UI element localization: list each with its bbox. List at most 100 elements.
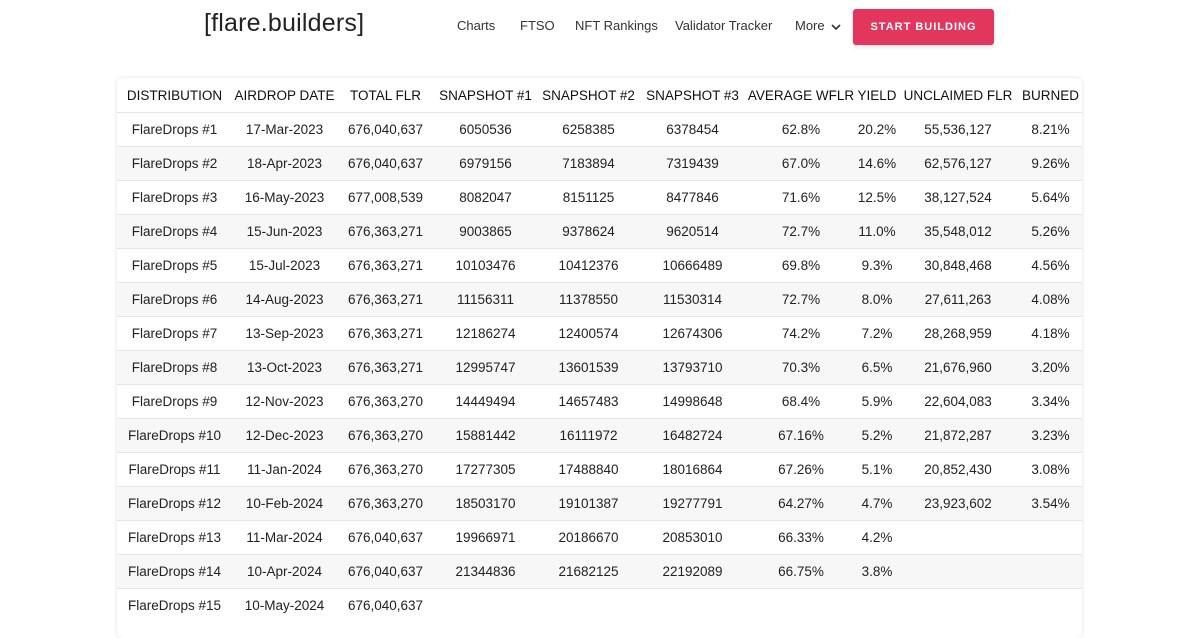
column-header-burned: BURNED bbox=[1021, 87, 1079, 103]
cell-snapshot-3 bbox=[640, 588, 745, 622]
start-building-button[interactable]: START BUILDING bbox=[853, 9, 994, 45]
cell-total-flr: 676,040,637 bbox=[337, 588, 434, 622]
cell-distribution: FlareDrops #12 bbox=[117, 486, 232, 521]
cell-unclaimed-flr: 20,852,430 bbox=[897, 452, 1019, 487]
cell-yield: 4.7% bbox=[857, 486, 897, 521]
cell-airdrop-date: 14-Aug-2023 bbox=[232, 282, 337, 317]
cell-distribution: FlareDrops #11 bbox=[117, 452, 232, 487]
table-row: FlareDrops #7 13-Sep-2023 676,363,271 12186… bbox=[117, 316, 1082, 351]
cell-yield: 5.1% bbox=[857, 452, 897, 487]
cell-snapshot-1: 10103476 bbox=[434, 248, 537, 283]
cell-distribution: FlareDrops #4 bbox=[117, 214, 232, 249]
table-row: FlareDrops #13 11-Mar-2024 676,040,637 1996… bbox=[117, 520, 1082, 555]
cell-airdrop-date: 13-Oct-2023 bbox=[232, 350, 337, 385]
cell-burned bbox=[1019, 588, 1082, 622]
cell-airdrop-date: 17-Mar-2023 bbox=[232, 112, 337, 147]
nav-ftso[interactable]: FTSO bbox=[520, 18, 555, 33]
cell-total-flr: 676,040,637 bbox=[337, 520, 434, 555]
cell-snapshot-1: 15881442 bbox=[434, 418, 537, 453]
cell-yield: 12.5% bbox=[857, 180, 897, 215]
cell-burned: 3.08% bbox=[1019, 452, 1082, 487]
cell-distribution: FlareDrops #15 bbox=[117, 588, 232, 622]
cell-snapshot-1: 6050536 bbox=[434, 112, 537, 147]
cell-snapshot-2: 21682125 bbox=[537, 554, 640, 589]
cell-yield: 5.2% bbox=[857, 418, 897, 453]
nav-nft-rankings[interactable]: NFT Rankings bbox=[575, 18, 658, 33]
cell-average-wflr: 64.27% bbox=[745, 486, 857, 521]
cell-snapshot-2: 11378550 bbox=[537, 282, 640, 317]
cell-yield: 11.0% bbox=[857, 214, 897, 249]
cell-snapshot-1: 9003865 bbox=[434, 214, 537, 249]
cell-yield: 9.3% bbox=[857, 248, 897, 283]
cell-unclaimed-flr: 55,536,127 bbox=[897, 112, 1019, 147]
cell-yield: 8.0% bbox=[857, 282, 897, 317]
cell-yield bbox=[857, 588, 897, 622]
cell-distribution: FlareDrops #5 bbox=[117, 248, 232, 283]
cell-airdrop-date: 11-Mar-2024 bbox=[232, 520, 337, 555]
cell-snapshot-2: 6258385 bbox=[537, 112, 640, 147]
cell-snapshot-1: 18503170 bbox=[434, 486, 537, 521]
cell-distribution: FlareDrops #14 bbox=[117, 554, 232, 589]
column-header-snapshot-3: SNAPSHOT #3 bbox=[646, 87, 739, 103]
cell-distribution: FlareDrops #8 bbox=[117, 350, 232, 385]
cell-average-wflr: 74.2% bbox=[745, 316, 857, 351]
cell-burned: 9.26% bbox=[1019, 146, 1082, 181]
cell-snapshot-1 bbox=[434, 588, 537, 622]
cell-total-flr: 676,040,637 bbox=[337, 146, 434, 181]
cell-snapshot-3: 18016864 bbox=[640, 452, 745, 487]
cell-airdrop-date: 10-Apr-2024 bbox=[232, 554, 337, 589]
cell-airdrop-date: 18-Apr-2023 bbox=[232, 146, 337, 181]
cell-distribution: FlareDrops #3 bbox=[117, 180, 232, 215]
column-header-unclaimed-flr: UNCLAIMED FLR bbox=[903, 87, 1013, 103]
cell-total-flr: 676,363,270 bbox=[337, 486, 434, 521]
cell-unclaimed-flr: 23,923,602 bbox=[897, 486, 1019, 521]
cell-distribution: FlareDrops #7 bbox=[117, 316, 232, 351]
cell-burned bbox=[1019, 554, 1082, 589]
cell-snapshot-3: 13793710 bbox=[640, 350, 745, 385]
table-header: DISTRIBUTION AIRDROP DATE TOTAL FLR SNAPSHO… bbox=[117, 78, 1082, 113]
cell-distribution: FlareDrops #6 bbox=[117, 282, 232, 317]
cell-yield: 7.2% bbox=[857, 316, 897, 351]
table-row: FlareDrops #3 16-May-2023 677,008,539 80820… bbox=[117, 180, 1082, 215]
nav-more-label: More bbox=[795, 18, 825, 33]
table-row: FlareDrops #5 15-Jul-2023 676,363,271 10103… bbox=[117, 248, 1082, 283]
cell-snapshot-3: 22192089 bbox=[640, 554, 745, 589]
cell-snapshot-1: 19966971 bbox=[434, 520, 537, 555]
cell-snapshot-1: 14449494 bbox=[434, 384, 537, 419]
cell-total-flr: 676,363,270 bbox=[337, 452, 434, 487]
cell-burned: 3.54% bbox=[1019, 486, 1082, 521]
nav-charts[interactable]: Charts bbox=[457, 18, 496, 33]
cell-unclaimed-flr: 22,604,083 bbox=[897, 384, 1019, 419]
column-header-snapshot-2: SNAPSHOT #2 bbox=[542, 87, 635, 103]
cell-snapshot-3: 14998648 bbox=[640, 384, 745, 419]
table-row: FlareDrops #14 10-Apr-2024 676,040,637 2134… bbox=[117, 554, 1082, 589]
cell-total-flr: 676,363,271 bbox=[337, 248, 434, 283]
cell-snapshot-2: 10412376 bbox=[537, 248, 640, 283]
cell-burned: 5.64% bbox=[1019, 180, 1082, 215]
cell-distribution: FlareDrops #13 bbox=[117, 520, 232, 555]
cell-average-wflr: 66.75% bbox=[745, 554, 857, 589]
column-header-airdrop-date: AIRDROP DATE bbox=[234, 87, 335, 103]
cell-snapshot-2: 14657483 bbox=[537, 384, 640, 419]
cell-snapshot-2: 7183894 bbox=[537, 146, 640, 181]
cell-yield: 4.2% bbox=[857, 520, 897, 555]
cell-snapshot-1: 8082047 bbox=[434, 180, 537, 215]
cell-airdrop-date: 16-May-2023 bbox=[232, 180, 337, 215]
cell-total-flr: 676,040,637 bbox=[337, 554, 434, 589]
cell-total-flr: 676,363,271 bbox=[337, 282, 434, 317]
cell-burned: 3.20% bbox=[1019, 350, 1082, 385]
nav-validator-tracker[interactable]: Validator Tracker bbox=[675, 18, 773, 33]
cell-snapshot-1: 17277305 bbox=[434, 452, 537, 487]
cell-average-wflr: 72.7% bbox=[745, 214, 857, 249]
table-row: FlareDrops #4 15-Jun-2023 676,363,271 90038… bbox=[117, 214, 1082, 249]
cell-average-wflr: 67.16% bbox=[745, 418, 857, 453]
cell-snapshot-2: 8151125 bbox=[537, 180, 640, 215]
cell-average-wflr bbox=[745, 588, 857, 622]
cell-snapshot-2: 9378624 bbox=[537, 214, 640, 249]
chevron-down-icon bbox=[831, 19, 841, 34]
nav-more-dropdown[interactable]: More bbox=[795, 18, 841, 34]
table-row: FlareDrops #9 12-Nov-2023 676,363,270 14449… bbox=[117, 384, 1082, 419]
cell-burned: 3.34% bbox=[1019, 384, 1082, 419]
site-logo[interactable]: [flare.builders] bbox=[204, 9, 365, 37]
cell-yield: 20.2% bbox=[857, 112, 897, 147]
